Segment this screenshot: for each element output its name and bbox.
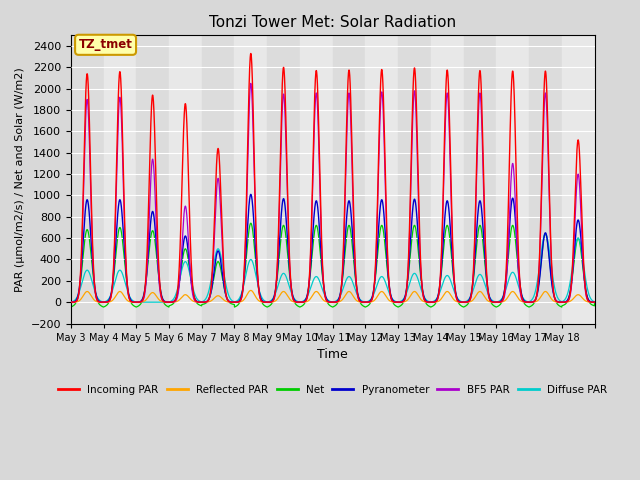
Bar (562, 36, 595, 324)
Bar (463, 36, 496, 324)
Bar (202, 36, 234, 324)
Bar (136, 36, 169, 324)
Bar (234, 36, 267, 324)
Bar (529, 36, 562, 324)
Bar (431, 36, 463, 324)
Bar (496, 36, 529, 324)
Bar (365, 36, 398, 324)
Text: TZ_tmet: TZ_tmet (79, 38, 132, 51)
Bar (104, 36, 136, 324)
Bar (267, 36, 300, 324)
Bar (300, 36, 333, 324)
Title: Tonzi Tower Met: Solar Radiation: Tonzi Tower Met: Solar Radiation (209, 15, 456, 30)
Bar (333, 36, 365, 324)
Y-axis label: PAR (μmol/m2/s) / Net and Solar (W/m2): PAR (μmol/m2/s) / Net and Solar (W/m2) (15, 67, 25, 292)
X-axis label: Time: Time (317, 348, 348, 361)
Bar (71, 36, 104, 324)
Bar (398, 36, 431, 324)
Legend: Incoming PAR, Reflected PAR, Net, Pyranometer, BF5 PAR, Diffuse PAR: Incoming PAR, Reflected PAR, Net, Pyrano… (54, 381, 611, 399)
Bar (169, 36, 202, 324)
